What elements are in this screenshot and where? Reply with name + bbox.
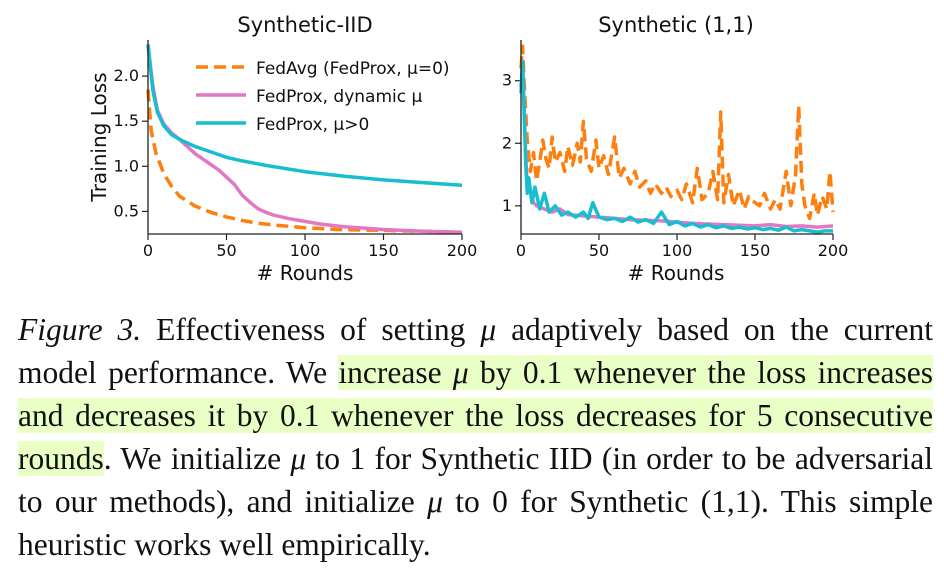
y-tick-label: 1.0 [114,156,139,175]
lines-right [519,44,835,234]
x-tick-label: 50 [216,241,236,260]
x-tick-label: 200 [447,241,478,260]
caption-text-4: to 1 for Synthetic IID (in order to be a… [18,441,934,519]
chart-synthetic-iid: Synthetic-IID Training Loss # Rounds 0 50… [87,13,477,285]
legend-label-fedavg: FedAvg (FedProx, μ=0) [256,59,450,79]
series-line-fedavg [146,89,463,234]
caption-text-2: adaptively based on the current model pe… [18,312,933,390]
y-tick-label: 2.0 [114,66,139,85]
chart-synthetic-1-1: Synthetic (1,1) # Rounds 0 50 100 150 200 1 2 3 [502,13,848,285]
y-tick-label: 1 [502,196,512,215]
x-tick-label: 50 [589,241,609,260]
x-axis-label: # Rounds [257,261,354,285]
caption-mu-2: μ [290,441,307,476]
x-tick-label: 0 [143,241,153,260]
x-tick-label: 0 [516,241,526,260]
series-line-fedprox-mu [519,60,833,234]
figure-charts: Synthetic-IID Training Loss # Rounds 0 50… [87,13,848,285]
x-tick-label: 100 [290,241,321,260]
chart-title: Synthetic (1,1) [598,13,754,37]
y-tick-label: 0.5 [114,201,139,220]
ticks-right: 0 50 100 150 200 1 2 3 [502,71,848,260]
x-tick-label: 150 [368,241,399,260]
caption-highlight-mu: μ [452,355,469,390]
x-tick-label: 100 [662,241,693,260]
caption-text-3: . We initialize [103,441,291,476]
x-tick-label: 150 [740,241,771,260]
figure-caption: Figure 3. Effectiveness of setting μ ada… [18,308,933,566]
series-line-fedavg [519,44,835,221]
y-tick-label: 2 [502,133,512,152]
series-line-fedprox-mu [146,44,463,188]
legend-label-mu: FedProx, μ>0 [256,115,369,135]
caption-highlight-1: increase [338,355,453,390]
caption-text-5: to 0 for Synthetic (1,1). This simple he… [18,484,933,562]
legend: FedAvg (FedProx, μ=0) FedProx, dynamic μ… [196,59,450,135]
caption-mu-1: μ [480,312,497,347]
caption-mu-3: μ [427,484,443,519]
ticks-left: 0 50 100 150 200 0.5 1.0 1.5 2.0 [114,66,478,260]
chart-title: Synthetic-IID [237,13,372,37]
caption-label: Figure 3. [18,312,142,347]
y-tick-label: 3 [502,71,512,90]
lines-left [146,44,463,234]
y-axis-label: Training Loss [87,72,111,202]
caption-text-1: Effectiveness of setting [141,312,481,347]
x-axis-label: # Rounds [628,261,725,285]
series-line-fedprox-dynamic [519,60,834,229]
legend-label-dynamic: FedProx, dynamic μ [256,87,422,107]
x-tick-label: 200 [818,241,849,260]
y-tick-label: 1.5 [114,111,139,130]
